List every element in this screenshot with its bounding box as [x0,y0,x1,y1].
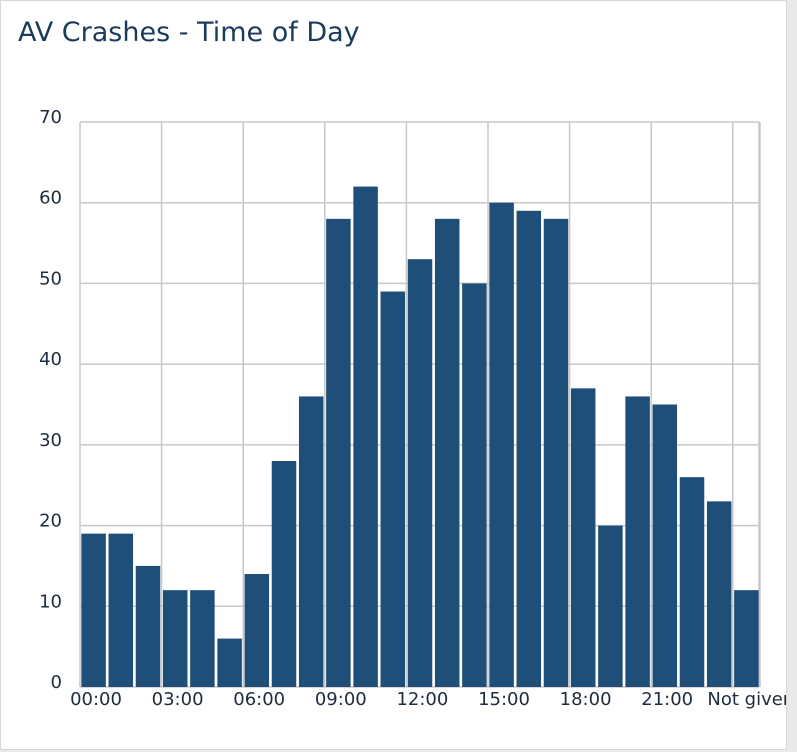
chart-title: AV Crashes - Time of Day [18,17,360,48]
x-tick-label: 06:00 [233,689,285,710]
bar-22-00[interactable] [679,477,705,687]
x-tick-label: 12:00 [396,689,448,710]
y-tick-label: 30 [39,430,62,451]
x-tick-label: Not giver [707,689,787,710]
bar-14-00[interactable] [462,283,487,687]
x-tick-label: 18:00 [560,689,612,710]
bar-not-given[interactable] [734,590,759,687]
y-tick-label: 50 [39,268,62,289]
bar-21-00[interactable] [652,404,678,688]
bar-layer [81,186,759,688]
bar-13-00[interactable] [434,218,460,687]
bar-19-00[interactable] [598,525,623,687]
x-tick-label: 21:00 [641,689,693,710]
y-tick-label: 60 [39,188,62,209]
axis-layer: 0 10 20 30 40 50 60 70 00:00 03:00 06:00 09:00 12:00… [39,107,787,710]
bar-00-00[interactable] [81,533,106,687]
bar-15-00[interactable] [489,202,514,687]
bar-16-00[interactable] [516,210,542,688]
bar-06-00[interactable] [244,574,270,687]
bar-04-00[interactable] [190,590,215,687]
bar-17-00[interactable] [543,218,569,687]
y-tick-label: 20 [39,511,62,532]
y-tick-label: 70 [39,107,62,128]
bar-03-00[interactable] [162,590,188,687]
bar-05-00[interactable] [217,638,242,687]
y-tick-label: 40 [39,349,62,370]
bar-07-00[interactable] [271,461,297,687]
bar-18-00[interactable] [570,388,596,687]
bar-10-00[interactable] [353,186,378,688]
bar-11-00[interactable] [380,291,406,688]
y-tick-label: 10 [39,591,62,612]
bar-12-00[interactable] [407,259,433,687]
x-tick-label: 09:00 [315,689,367,710]
bar-20-00[interactable] [625,396,650,687]
x-tick-label: 03:00 [152,689,204,710]
bar-23-00[interactable] [706,501,732,687]
bar-01-00[interactable] [108,533,134,687]
bar-02-00[interactable] [135,565,161,687]
x-tick-label: 15:00 [478,689,530,710]
bar-09-00[interactable] [326,218,351,687]
x-tick-label: 00:00 [70,689,122,710]
bar-08-00[interactable] [298,396,324,687]
y-tick-label: 0 [51,672,62,693]
